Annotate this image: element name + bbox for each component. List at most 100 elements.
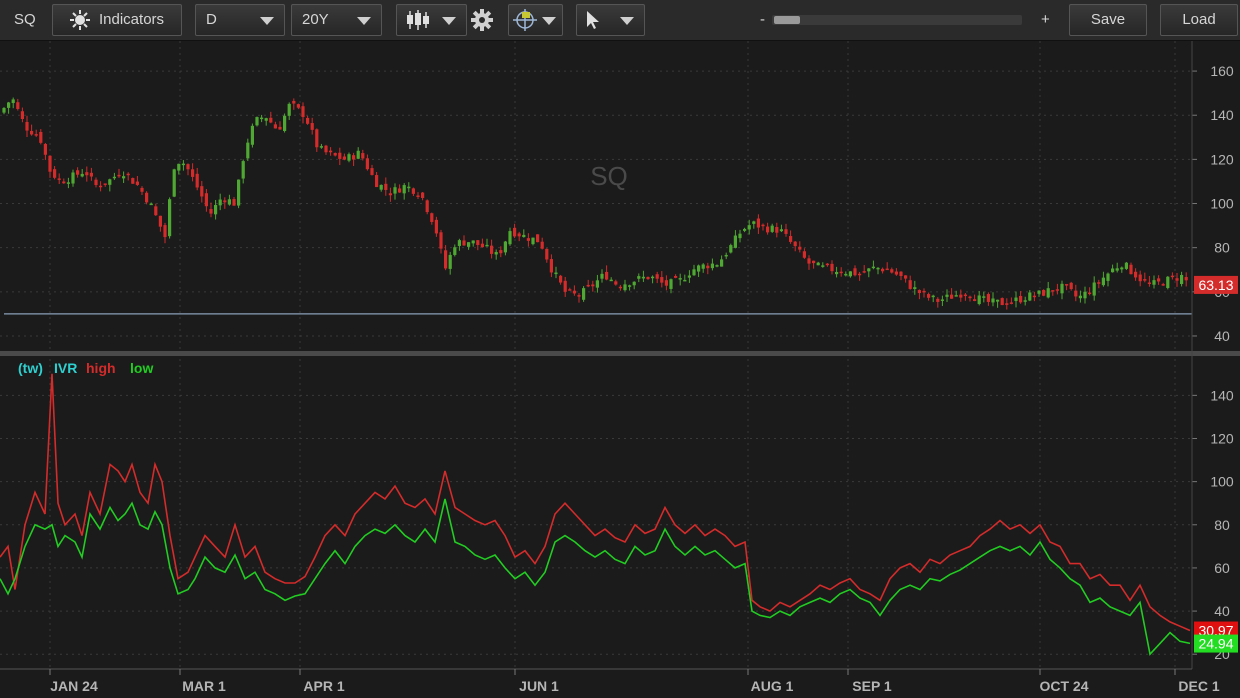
candle-body xyxy=(430,213,434,222)
indicators-button[interactable]: Indicators xyxy=(52,4,182,36)
candle-body xyxy=(204,193,208,207)
candle-body xyxy=(986,294,990,302)
pane-divider[interactable] xyxy=(0,351,1240,356)
time-tick-label: DEC 1 xyxy=(1178,678,1219,694)
candle-body xyxy=(20,111,24,120)
candle-body xyxy=(462,240,466,246)
aggregation-value: D xyxy=(206,11,217,28)
candle-body xyxy=(830,263,834,272)
candle-body xyxy=(802,251,806,258)
candle-body xyxy=(959,294,963,298)
candle-body xyxy=(687,275,691,278)
candle-body xyxy=(1157,278,1161,282)
candle-body xyxy=(646,276,650,280)
zoom-slider-thumb[interactable] xyxy=(774,16,800,24)
candle-body xyxy=(421,192,425,198)
candle-body xyxy=(1143,279,1147,281)
candle-body xyxy=(448,254,452,269)
candle-body xyxy=(839,271,843,274)
candle-body xyxy=(669,279,673,289)
legend-ivr: IVR xyxy=(54,360,77,376)
candle-body xyxy=(756,218,760,228)
candle-body xyxy=(784,229,788,234)
legend-high: high xyxy=(86,360,116,376)
ivr-low-badge-bg xyxy=(1194,634,1238,653)
price-candles xyxy=(2,97,1188,310)
candle-body xyxy=(549,259,553,273)
candle-body xyxy=(278,126,282,130)
candle-body xyxy=(30,130,34,135)
candle-body xyxy=(393,187,397,194)
candle-body xyxy=(917,290,921,294)
candle-body xyxy=(623,284,627,291)
candle-body xyxy=(1037,290,1041,294)
candle-body xyxy=(1009,302,1013,304)
candle-body xyxy=(186,164,190,170)
gear-icon[interactable] xyxy=(471,9,493,31)
candle-body xyxy=(1111,268,1115,273)
candle-body xyxy=(862,271,866,273)
candle-body xyxy=(908,280,912,289)
chevron-down-icon xyxy=(260,17,274,25)
candle-body xyxy=(770,225,774,232)
candle-body xyxy=(536,234,540,243)
zoom-slider[interactable] xyxy=(772,15,1022,25)
ivr-tick-label: 100 xyxy=(1210,474,1234,490)
chevron-down-icon xyxy=(620,17,634,25)
candle-body xyxy=(48,155,52,172)
save-button[interactable]: Save xyxy=(1069,4,1147,36)
candle-body xyxy=(255,117,259,126)
zoom-in-button[interactable]: + xyxy=(1041,11,1050,28)
indicators-label: Indicators xyxy=(99,11,165,28)
period-dropdown[interactable]: 20Y xyxy=(291,4,382,36)
symbol-label[interactable]: SQ xyxy=(14,11,36,28)
aggregation-dropdown[interactable]: D xyxy=(195,4,285,36)
chart-area[interactable]: SQ 406080100120140160 (tw) IVR high low … xyxy=(0,41,1240,698)
chart-style-dropdown[interactable] xyxy=(396,4,467,36)
candle-body xyxy=(545,248,549,260)
candle-body xyxy=(499,250,503,254)
candle-body xyxy=(1046,288,1050,298)
load-button[interactable]: Load xyxy=(1160,4,1238,36)
time-tick-label: OCT 24 xyxy=(1039,678,1088,694)
candle-body xyxy=(1074,290,1078,297)
candle-body xyxy=(559,275,563,283)
candle-body xyxy=(664,280,668,286)
candle-body xyxy=(1097,282,1101,284)
candle-body xyxy=(1147,282,1151,284)
candle-body xyxy=(632,281,636,286)
cursor-dropdown[interactable] xyxy=(576,4,645,36)
candle-body xyxy=(11,99,15,104)
candle-body xyxy=(945,294,949,297)
candle-body xyxy=(1175,278,1179,281)
candle-body xyxy=(844,273,848,276)
candle-body xyxy=(1060,283,1064,294)
candle-body xyxy=(807,258,811,264)
candle-body xyxy=(1028,292,1032,301)
candle-body xyxy=(1055,289,1059,291)
candle-body xyxy=(835,271,839,275)
candle-body xyxy=(1170,275,1174,278)
candle-body xyxy=(71,172,75,184)
candle-body xyxy=(825,263,829,266)
candle-body xyxy=(798,246,802,250)
drawing-tools-dropdown[interactable] xyxy=(508,4,563,36)
candle-body xyxy=(296,104,300,108)
candle-body xyxy=(931,295,935,298)
candle-body xyxy=(904,275,908,279)
candle-body xyxy=(871,266,875,269)
last-price-badge: 63.13 xyxy=(1198,277,1233,293)
ivr-legend: (tw) IVR high low xyxy=(18,360,153,376)
chevron-down-icon xyxy=(442,17,456,25)
period-value: 20Y xyxy=(302,11,329,28)
candle-body xyxy=(973,299,977,302)
zoom-out-button[interactable]: - xyxy=(760,11,765,28)
candle-body xyxy=(264,118,268,121)
candle-body xyxy=(1138,274,1142,282)
candle-body xyxy=(1161,284,1165,286)
candle-body xyxy=(57,178,61,180)
candle-body xyxy=(122,176,126,179)
candle-body xyxy=(145,192,149,203)
candle-body xyxy=(315,129,319,148)
candle-body xyxy=(2,107,6,113)
